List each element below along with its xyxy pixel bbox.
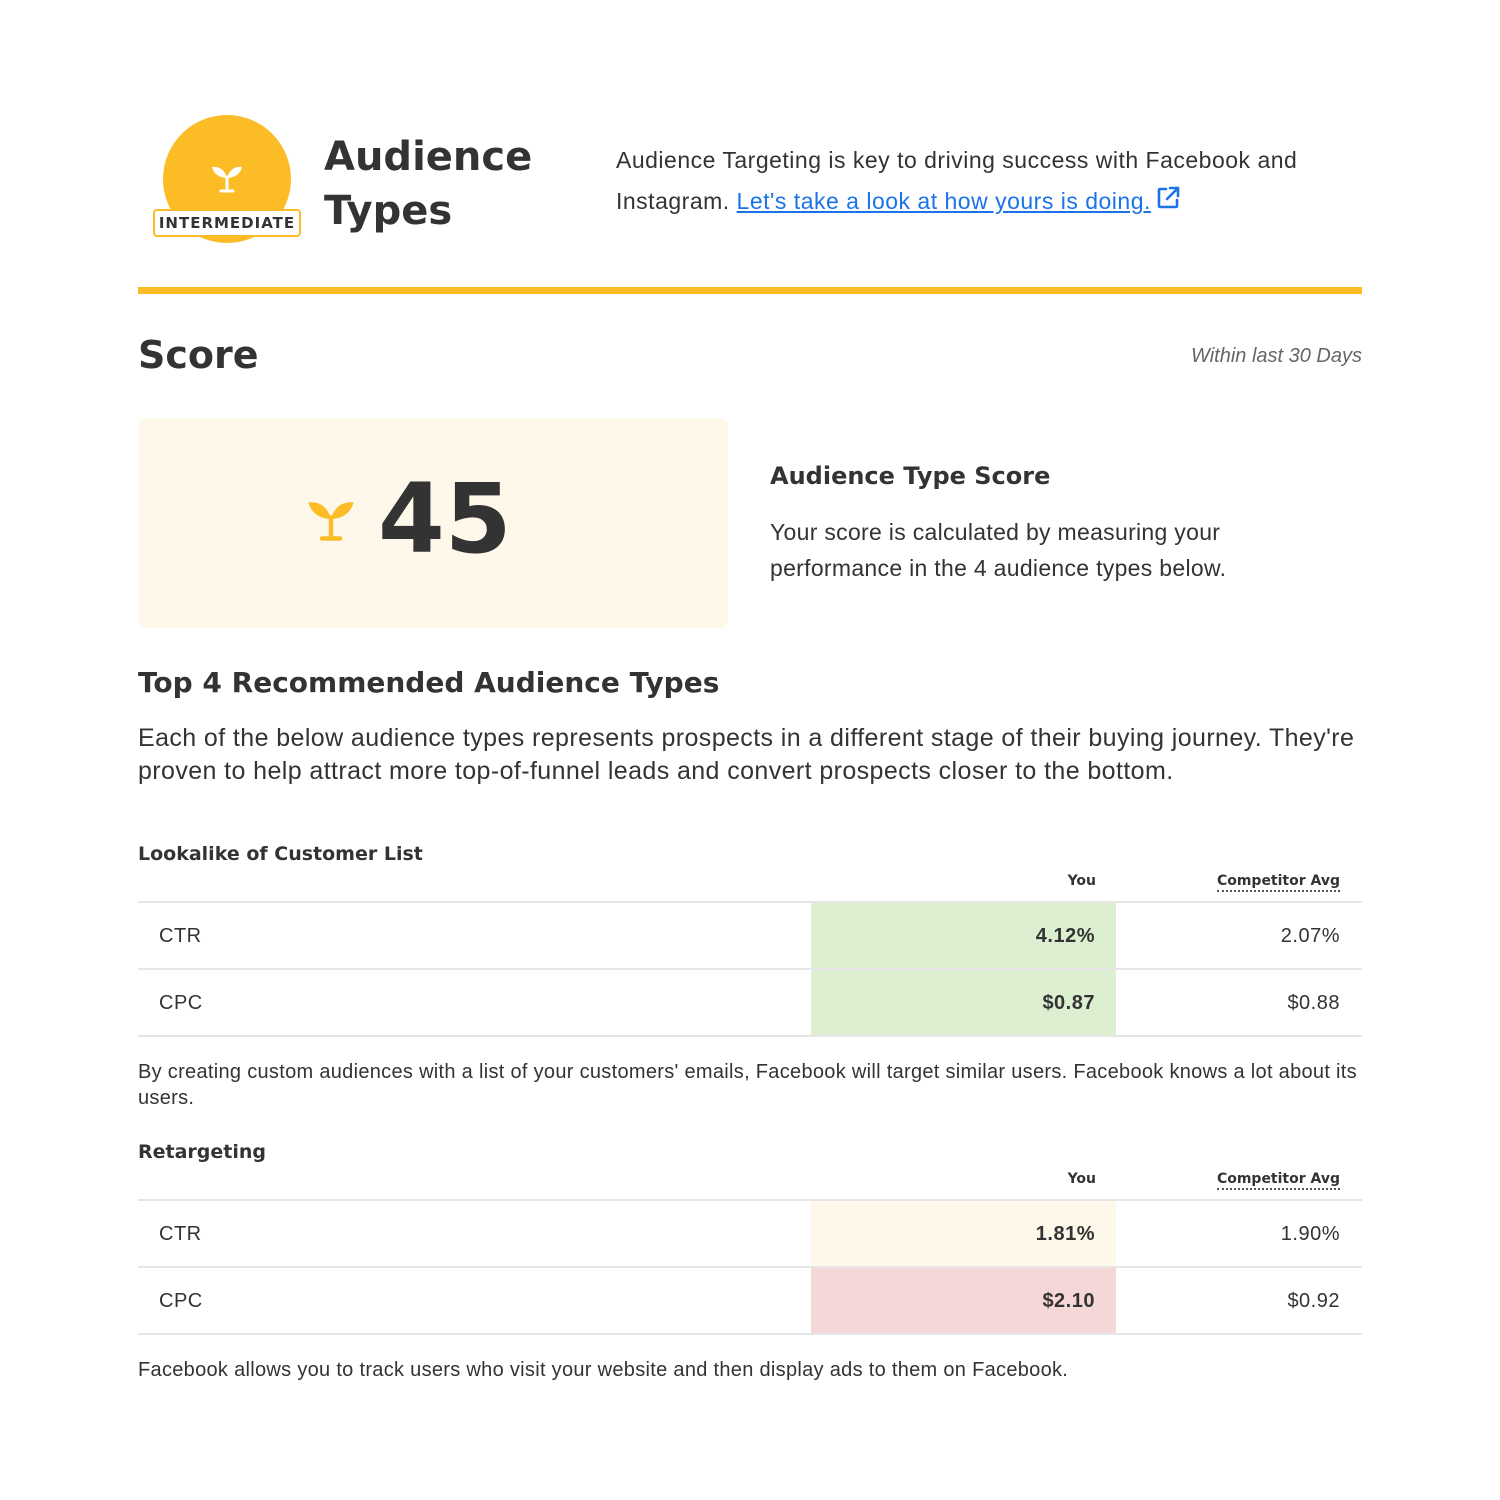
- col-you: You: [1067, 1171, 1096, 1187]
- title-line-2: Types: [324, 188, 453, 234]
- table-row: CTR 1.81% 1.90%: [138, 1201, 1362, 1268]
- competitor-value: 2.07%: [1280, 925, 1340, 947]
- you-value: 4.12%: [811, 903, 1116, 968]
- competitor-value: $0.92: [1287, 1290, 1340, 1312]
- table-row: CTR 4.12% 2.07%: [138, 903, 1362, 970]
- table-row: CPC $0.87 $0.88: [138, 970, 1362, 1037]
- competitor-value: 1.90%: [1280, 1223, 1340, 1245]
- col-you: You: [1067, 873, 1096, 889]
- time-window-note: Within last 30 Days: [1191, 345, 1362, 367]
- metric-label: CPC: [159, 1290, 203, 1312]
- sprout-icon: [308, 502, 354, 541]
- header-divider: [138, 287, 1362, 294]
- section-title: Lookalike of Customer List: [138, 843, 423, 865]
- intro-body: Audience Targeting is key to driving suc…: [616, 147, 1298, 214]
- table-header: You Competitor Avg: [138, 869, 1362, 903]
- score-card: 45: [138, 418, 728, 628]
- top4-title: Top 4 Recommended Audience Types: [138, 666, 720, 699]
- you-value: $0.87: [811, 970, 1116, 1035]
- sprout-icon: [212, 166, 242, 193]
- external-link-icon[interactable]: [1155, 185, 1181, 211]
- table-row: CPC $2.10 $0.92: [138, 1268, 1362, 1335]
- metric-label: CTR: [159, 1223, 202, 1245]
- badge-label: INTERMEDIATE: [153, 209, 301, 237]
- table-header: You Competitor Avg: [138, 1167, 1362, 1201]
- top4-description: Each of the below audience types represe…: [138, 724, 1355, 785]
- metric-label: CTR: [159, 925, 202, 947]
- audience-section-lookalike: Lookalike of Customer List You Competito…: [138, 839, 1362, 1111]
- score-value: 45: [378, 463, 512, 575]
- score-title: Audience Type Score: [770, 462, 1051, 490]
- page-title: Audience Types: [324, 130, 564, 238]
- you-value: $2.10: [811, 1268, 1116, 1333]
- section-note: By creating custom audiences with a list…: [138, 1061, 1357, 1109]
- you-value: 1.81%: [811, 1201, 1116, 1266]
- col-competitor-avg[interactable]: Competitor Avg: [1216, 873, 1340, 892]
- section-note: Facebook allows you to track users who v…: [138, 1359, 1069, 1381]
- section-title: Retargeting: [138, 1141, 266, 1163]
- score-heading: Score: [138, 333, 259, 377]
- competitor-value: $0.88: [1287, 992, 1340, 1014]
- audience-section-retargeting: Retargeting You Competitor Avg CTR 1.81%…: [138, 1137, 1362, 1383]
- metric-label: CPC: [159, 992, 203, 1014]
- doing-link[interactable]: Let's take a look at how yours is doing.: [736, 188, 1151, 214]
- intro-text: Audience Targeting is key to driving suc…: [616, 140, 1346, 222]
- score-description: Your score is calculated by measuring yo…: [770, 519, 1227, 581]
- page-header: INTERMEDIATE Audience Types Audience Tar…: [138, 112, 1362, 252]
- level-badge: INTERMEDIATE: [152, 115, 302, 245]
- col-competitor-avg[interactable]: Competitor Avg: [1216, 1171, 1340, 1190]
- title-line-1: Audience: [324, 134, 533, 180]
